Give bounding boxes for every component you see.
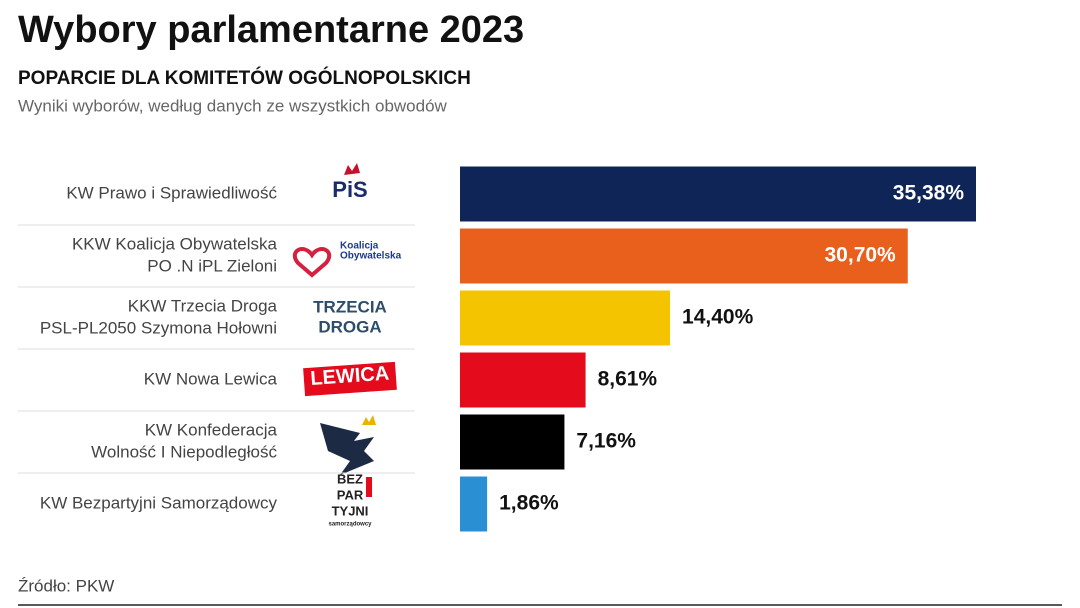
category-label: Wolność I Niepodległość bbox=[91, 442, 277, 461]
logo-text: Koalicja bbox=[340, 241, 379, 252]
value-label: 14,40% bbox=[682, 306, 754, 329]
bar bbox=[460, 228, 908, 284]
logo-text: Obywatelska bbox=[340, 251, 402, 262]
category-label: KKW Trzecia Droga bbox=[128, 296, 278, 315]
chart-title: Wybory parlamentarne 2023 bbox=[18, 9, 524, 51]
logo-text: TRZECIA bbox=[313, 297, 387, 316]
category-label: PO .N iPL Zieloni bbox=[147, 256, 277, 275]
value-label: 35,38% bbox=[893, 182, 965, 205]
logo-text: DROGA bbox=[318, 317, 381, 336]
category-label: PSL-PL2050 Szymona Hołowni bbox=[40, 318, 277, 337]
logo-text: TYJNI bbox=[332, 503, 369, 518]
value-label: 8,61% bbox=[598, 368, 658, 391]
value-label: 30,70% bbox=[825, 244, 897, 267]
logo-text: LEWICA bbox=[310, 363, 390, 390]
logo-text: PiS bbox=[332, 177, 367, 202]
logo-crown bbox=[344, 163, 360, 175]
category-label: KW Bezpartyjni Samorządowcy bbox=[40, 493, 278, 512]
logo-text: PAR bbox=[337, 487, 364, 502]
logo-text: BEZ bbox=[337, 471, 363, 486]
bar bbox=[460, 414, 565, 470]
value-label: 1,86% bbox=[499, 492, 559, 515]
chart-description: Wyniki wyborów, według danych ze wszystk… bbox=[18, 96, 448, 115]
chart-subtitle: POPARCIE DLA KOMITETÓW OGÓLNOPOLSKICH bbox=[18, 67, 471, 89]
category-label: KW Prawo i Sprawiedliwość bbox=[66, 183, 277, 202]
chart-source: Źródło: PKW bbox=[18, 576, 114, 595]
logo-text: samorządowcy bbox=[328, 522, 372, 528]
value-label: 7,16% bbox=[576, 430, 636, 453]
bar bbox=[460, 290, 671, 346]
logo-eagle bbox=[320, 423, 374, 475]
logo-badge bbox=[303, 361, 397, 397]
logo-mark bbox=[366, 477, 372, 497]
category-label: KW Nowa Lewica bbox=[144, 369, 278, 388]
bar bbox=[460, 476, 488, 532]
category-label: KW Konfederacja bbox=[145, 420, 278, 439]
logo-crown bbox=[362, 415, 376, 425]
category-label: KKW Koalicja Obywatelska bbox=[72, 234, 278, 253]
bar bbox=[460, 166, 976, 222]
logo-heart bbox=[292, 247, 332, 278]
bar bbox=[460, 352, 586, 408]
